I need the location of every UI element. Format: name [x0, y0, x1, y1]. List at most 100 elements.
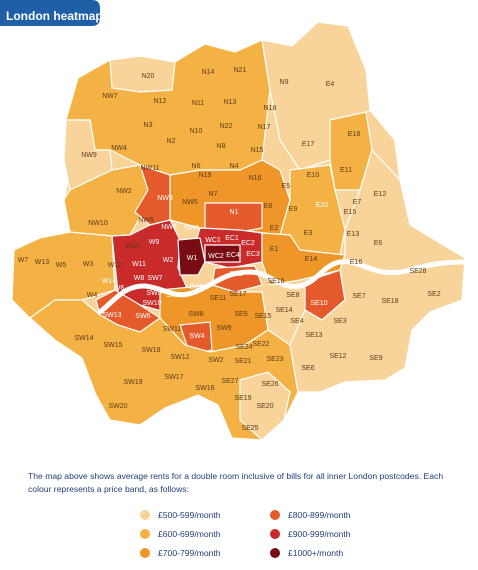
postcode-label-nw3: NW3 [157, 195, 173, 202]
postcode-label-se4: SE4 [290, 318, 303, 325]
postcode-label-nw6: NW6 [138, 217, 154, 224]
legend-item-700: £700-799/month [140, 546, 221, 560]
postcode-label-n22: N22 [220, 123, 233, 130]
postcode-label-sw16: SW16 [195, 385, 214, 392]
postcode-label-sw4: SW4 [189, 333, 204, 340]
postcode-label-w14: W14 [102, 278, 117, 285]
postcode-label-nw11: NW11 [141, 165, 160, 172]
postcode-label-se20: SE20 [256, 403, 273, 410]
postcode-label-e5: E5 [282, 183, 291, 190]
legend-swatch-1000 [270, 548, 280, 558]
postcode-label-e1: E1 [270, 246, 279, 253]
band-1000-w1 [177, 237, 206, 276]
postcode-label-sw17: SW17 [164, 374, 183, 381]
postcode-label-w10: W10 [126, 243, 141, 250]
postcode-label-se10: SE10 [310, 300, 327, 307]
postcode-label-sw5: SW5 [146, 290, 161, 297]
postcode-label-ec4: EC4 [226, 252, 240, 259]
postcode-label-sw20: SW20 [108, 403, 127, 410]
postcode-label-se24: SE24 [235, 344, 252, 351]
postcode-label-sw11: SW11 [163, 326, 182, 333]
postcode-label-sw3: SW3 [166, 292, 181, 299]
postcode-label-e13: E13 [347, 231, 360, 238]
title-tab: London heatmap [0, 0, 104, 30]
postcode-label-n18: N18 [264, 105, 277, 112]
london-heatmap: N20 N14 N21 N9 E4 NW7 N12 N11 N13 N18 N3 N22 N17 N10 N… [11, 22, 468, 441]
postcode-label-w3: W3 [83, 261, 94, 268]
map-description: The map above shows average rents for a … [28, 471, 444, 494]
postcode-label-n2: N2 [167, 138, 176, 145]
legend-label-500: £500-599/month [158, 510, 221, 520]
postcode-label-se16: SE16 [267, 278, 284, 285]
postcode-label-wc1: WC1 [205, 237, 221, 244]
postcode-label-se25: SE25 [241, 425, 258, 432]
postcode-label-se7: SE7 [352, 293, 365, 300]
title-tab-shape [0, 0, 100, 26]
legend-swatch-500 [140, 510, 150, 520]
postcode-label-se5: SE5 [234, 311, 247, 318]
postcode-label-se18: SE18 [381, 298, 398, 305]
postcode-label-e6: E6 [374, 240, 383, 247]
legend-label-1000: £1000+/month [288, 548, 344, 558]
postcode-label-nw1: NW1 [184, 225, 200, 232]
legend-label-800: £800-899/month [288, 510, 351, 520]
postcode-label-ec3: EC3 [246, 251, 260, 258]
band-500-se26 [239, 371, 291, 441]
postcode-label-nw9: NW9 [81, 152, 97, 159]
band-500-n20 [109, 55, 176, 93]
legend-item-500: £500-599/month [140, 508, 221, 522]
postcode-label-sw14: SW14 [74, 335, 93, 342]
band-1000-wc2-ec4 [204, 244, 241, 263]
postcode-label-se19: SE19 [234, 395, 251, 402]
postcode-label-se2: SE2 [427, 291, 440, 298]
postcode-label-sw7: SW7 [147, 275, 162, 282]
postcode-label-w4: W4 [87, 292, 98, 299]
postcode-label-se3: SE3 [333, 318, 346, 325]
postcode-label-n15: N15 [251, 147, 264, 154]
postcode-label-se11: SE11 [210, 295, 227, 302]
legend-item-1000: £1000+/month [270, 546, 343, 560]
postcode-label-e14: E14 [305, 256, 318, 263]
postcode-label-se13: SE13 [305, 332, 322, 339]
postcode-label-n12: N12 [154, 98, 167, 105]
postcode-label-sw18: SW18 [141, 347, 160, 354]
postcode-label-e20: E20 [316, 202, 329, 209]
postcode-label-e2: E2 [270, 225, 279, 232]
legend-swatch-700 [140, 548, 150, 558]
postcode-label-w8: W8 [134, 275, 145, 282]
legend-label-600: £600-699/month [158, 529, 221, 539]
postcode-label-w2: W2 [163, 257, 174, 264]
postcode-label-nw10: NW10 [88, 220, 108, 227]
postcode-label-nw2: NW2 [116, 188, 132, 195]
postcode-label-se15: SE15 [254, 313, 271, 320]
postcode-labels: N20 N14 N21 N9 E4 NW7 N12 N11 N13 N18 N3 N22 N17 N10 N… [18, 67, 441, 432]
postcode-label-se21: SE21 [234, 358, 251, 365]
postcode-label-n14: N14 [202, 69, 215, 76]
postcode-label-se9: SE9 [369, 355, 382, 362]
postcode-label-n20: N20 [142, 73, 155, 80]
postcode-label-n16: N16 [249, 175, 262, 182]
legend-swatch-800 [270, 510, 280, 520]
postcode-label-w12: W12 [108, 262, 123, 269]
postcode-label-wc2: WC2 [208, 253, 224, 260]
postcode-label-ec2: EC2 [241, 240, 255, 247]
postcode-label-w5: W5 [56, 262, 67, 269]
postcode-label-e11: E11 [340, 167, 352, 174]
band-700-w10 [63, 164, 172, 237]
postcode-label-sw2: SW2 [208, 357, 223, 364]
postcode-label-sw10: SW10 [142, 300, 161, 307]
legend-item-900: £900-999/month [270, 527, 351, 541]
postcode-label-e12: E12 [374, 191, 387, 198]
postcode-label-e16: E16 [350, 259, 363, 266]
postcode-label-n17: N17 [258, 124, 271, 131]
band-800-n1 [204, 202, 263, 233]
postcode-label-n9: N9 [280, 79, 289, 86]
postcode-label-e9: E9 [289, 206, 298, 213]
postcode-label-w7: W7 [18, 257, 29, 264]
postcode-label-ec1: EC1 [225, 235, 239, 242]
postcode-label-sw15: SW15 [103, 342, 122, 349]
postcode-label-nw5: NW5 [182, 199, 198, 206]
river-thames [97, 259, 468, 315]
band-600-west [11, 231, 116, 319]
postcode-label-w11: W11 [132, 261, 146, 268]
